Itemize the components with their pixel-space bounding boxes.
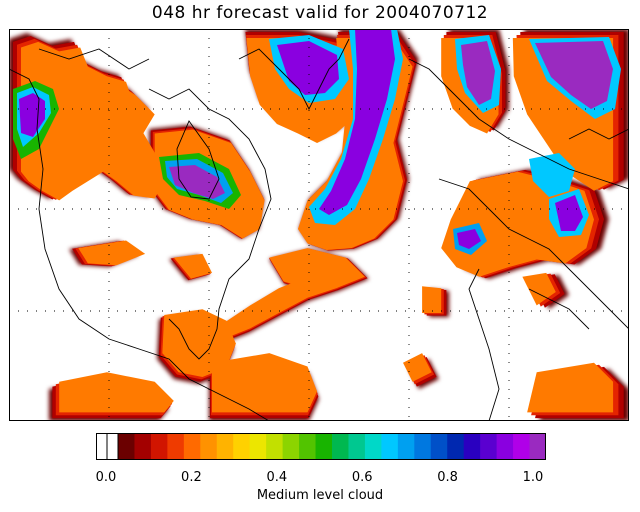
colorbar-swatch [150,433,168,460]
colorbar-swatch [348,433,366,460]
colorbar-swatch [496,433,514,460]
colorbar-swatch [315,433,333,460]
colorbar-swatch [364,433,382,460]
colorbar-swatch [430,433,448,460]
forecast-map [9,29,629,421]
colorbar-swatch [282,433,300,460]
colorbar-swatch [299,433,317,460]
colorbar-swatch [381,433,399,460]
colorbar-swatch [216,433,234,460]
colorbar-tick-label: 0.4 [266,470,288,485]
colorbar-swatch [397,433,415,460]
colorbar-label: Medium level cloud [256,488,384,503]
colorbar-tick-label: 0.6 [351,470,373,485]
colorbar-swatch [200,433,218,460]
colorbar-swatch [332,433,349,460]
colorbar-swatch [134,433,152,460]
colorbar-swatches [96,433,546,460]
colorbar-tick-label: 0.8 [437,470,458,485]
page-title: 048 hr forecast valid for 2004070712 [151,3,489,23]
colorbar-swatch [183,433,201,460]
cloud-cores [13,29,621,255]
map-canvas [9,29,629,421]
colorbar-swatch [167,433,185,460]
coastlines [9,38,629,421]
colorbar-swatch [529,433,546,460]
colorbar-swatch [118,433,135,460]
colorbar-tick-label: 0.2 [181,470,202,485]
colorbar-tick-label: 0.0 [95,470,117,485]
colorbar [96,433,546,460]
colorbar-swatch [447,433,465,460]
map-frame [9,29,629,421]
colorbar-frame [96,433,546,460]
colorbar-swatch [414,433,432,460]
colorbar-swatch [249,433,267,460]
colorbar-swatch [266,433,284,460]
colorbar-swatch [480,433,498,460]
colorbar-swatch [233,433,251,460]
colorbar-swatch [513,433,531,460]
colorbar-tick-label: 1.0 [522,470,544,485]
colorbar-swatch [463,433,481,460]
